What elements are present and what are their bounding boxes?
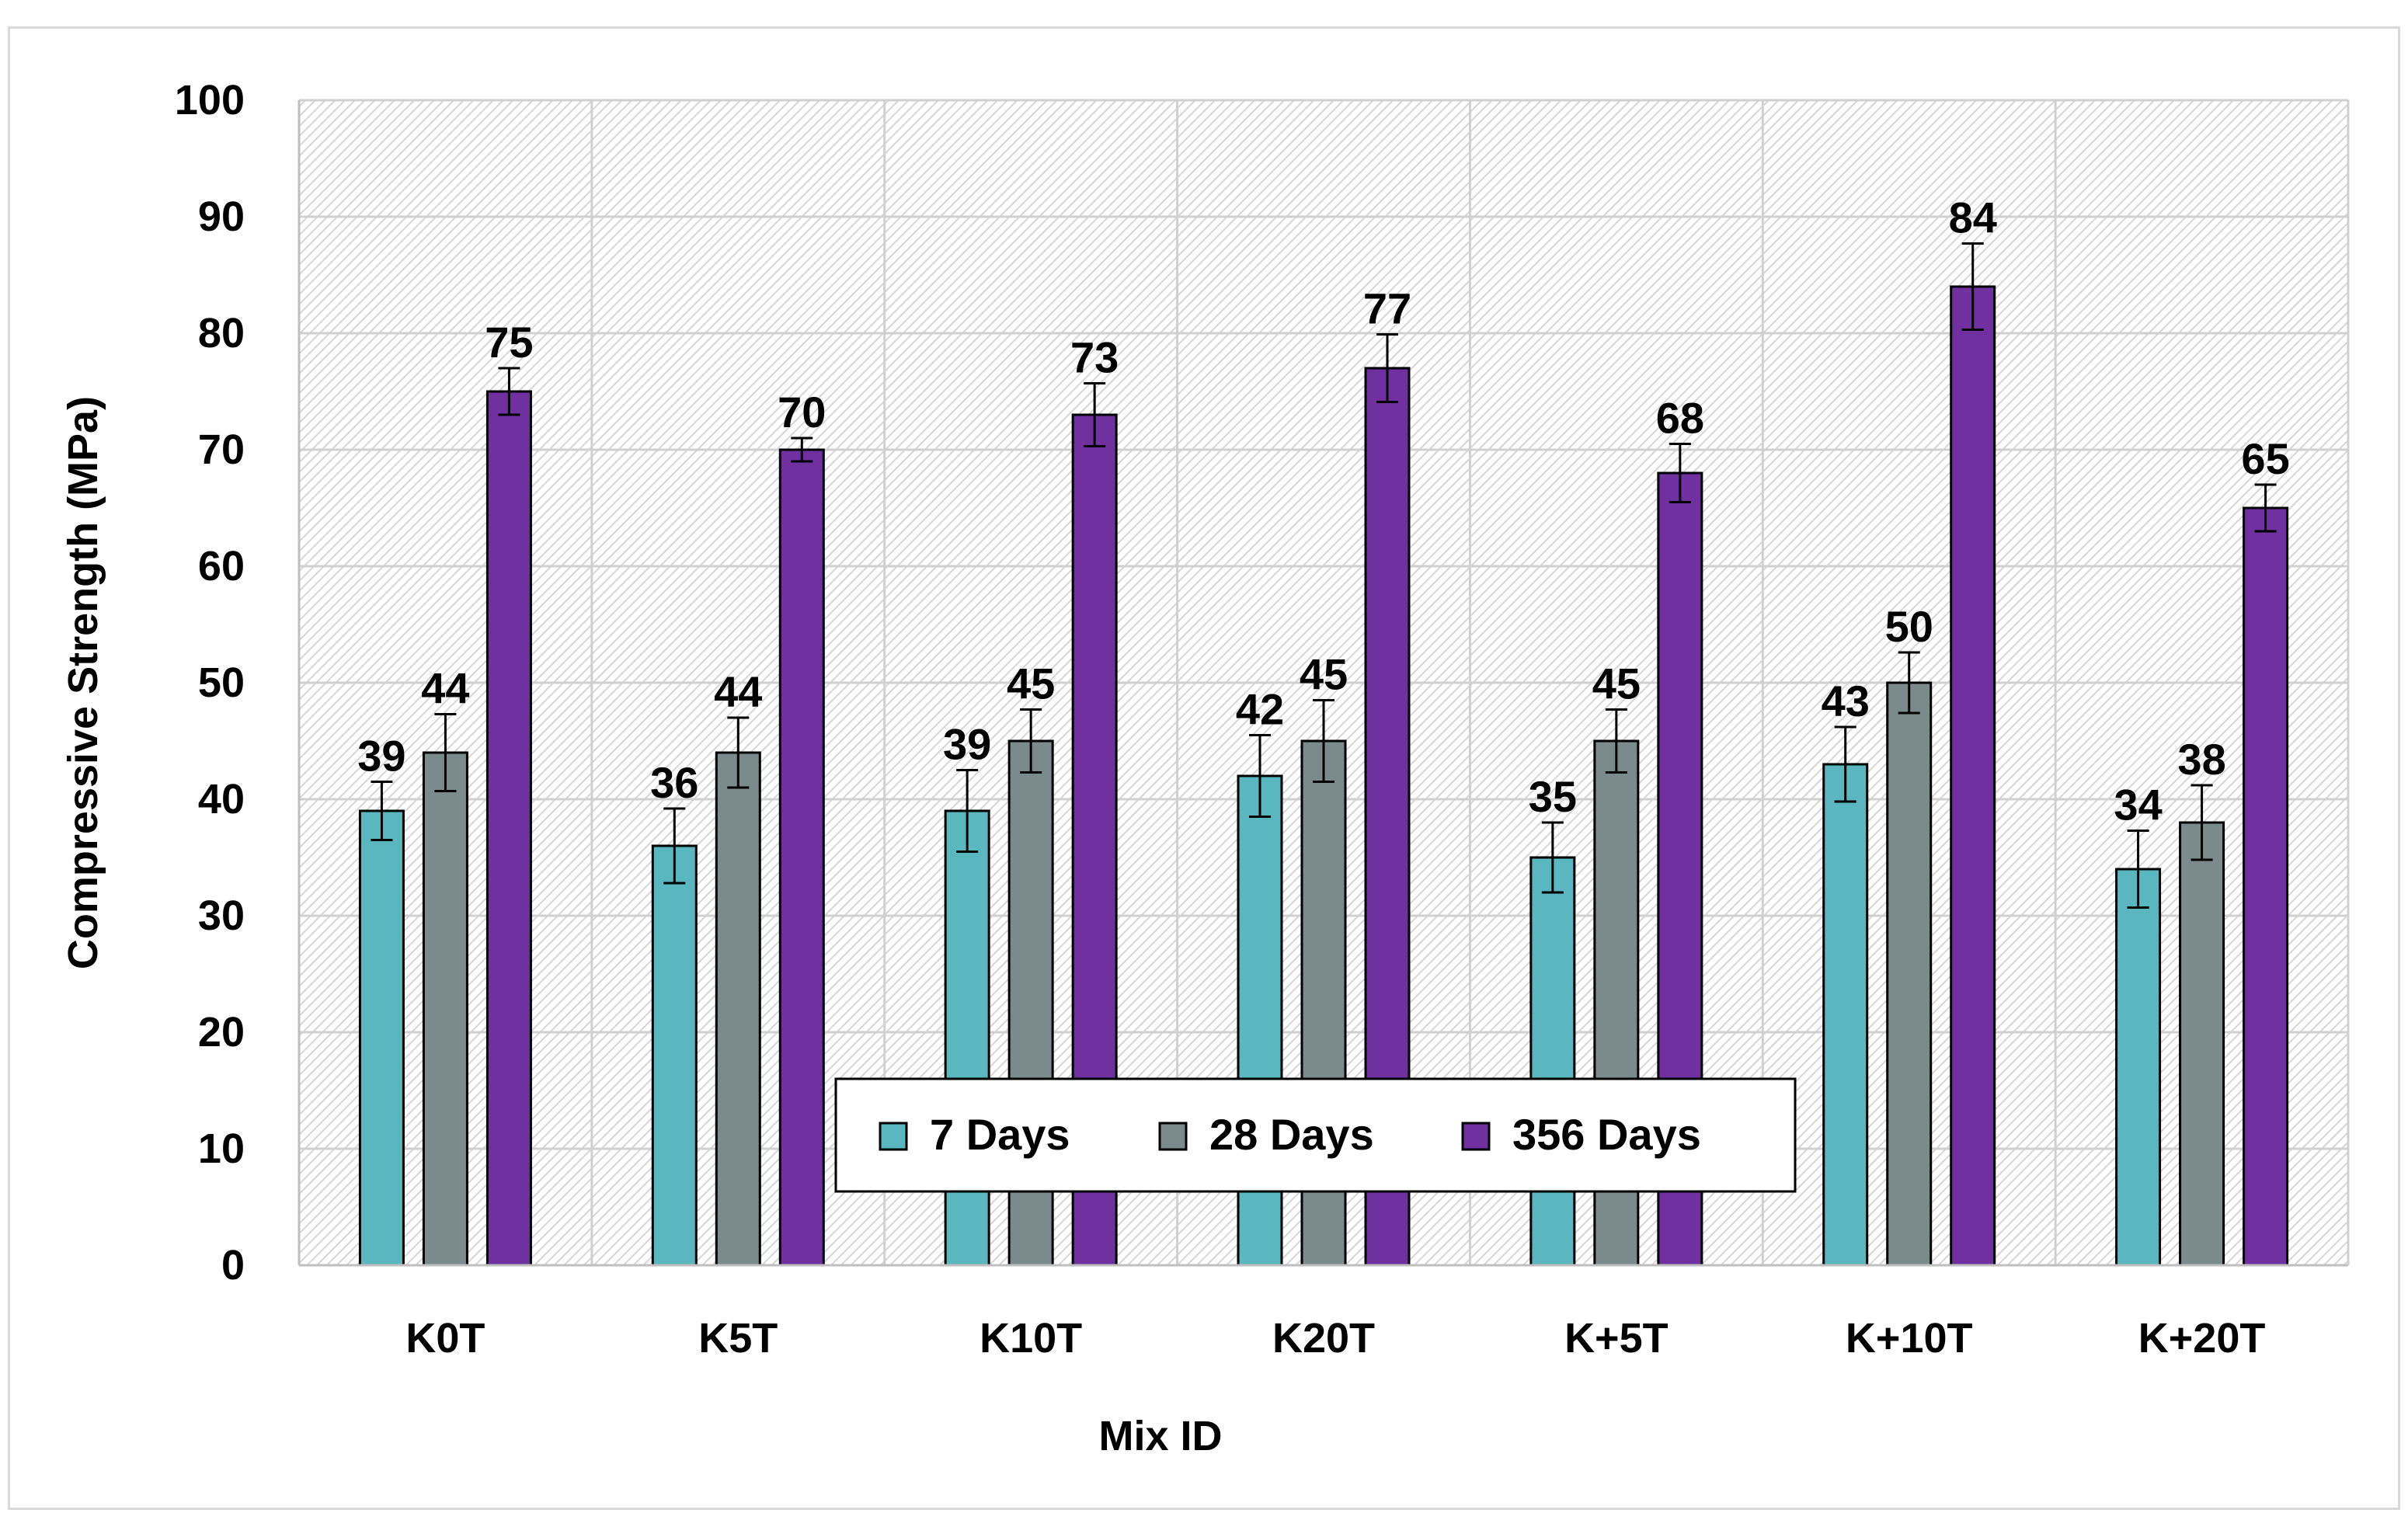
bar-28-days-kplus20t — [2179, 821, 2225, 1267]
data-label: 65 — [2241, 434, 2289, 483]
data-label: 35 — [1529, 772, 1577, 821]
bar-28-days-k5t — [715, 751, 761, 1267]
y-tick-label: 70 — [198, 426, 245, 473]
data-label: 36 — [650, 758, 698, 807]
data-label: 42 — [1236, 685, 1284, 734]
data-label: 39 — [943, 720, 991, 769]
y-tick-label: 50 — [198, 659, 245, 706]
y-tick-label: 20 — [198, 1009, 245, 1056]
legend-swatch-28-days — [1158, 1122, 1188, 1151]
y-tick-label: 90 — [198, 193, 245, 240]
chart-frame: 39 44 75 36 44 70 39 45 73 42 45 77 35 45 68 43 50 84 34 38… — [8, 26, 2400, 1510]
legend-box — [834, 1077, 1797, 1193]
y-tick-label: 100 — [175, 77, 245, 123]
legend-swatch-356-days — [1461, 1122, 1491, 1151]
data-label: 68 — [1656, 394, 1704, 443]
legend: 7 Days 28 Days 356 Days — [834, 1077, 1797, 1193]
bar-7-days-kplus20t — [2115, 868, 2162, 1267]
y-axis-title: Compressive Strength (MPa) — [60, 396, 106, 969]
data-label: 84 — [1949, 193, 1997, 242]
x-axis-title: Mix ID — [1098, 1413, 1222, 1459]
legend-label: 28 Days — [1209, 1110, 1374, 1159]
bar-28-days-k0t — [422, 751, 468, 1267]
bar-356-days-kplus10t — [1950, 285, 1996, 1267]
data-label: 39 — [357, 732, 405, 781]
y-tick-label: 60 — [198, 543, 245, 590]
data-label: 38 — [2177, 735, 2225, 784]
y-tick-label: 0 — [221, 1242, 245, 1289]
legend-label: 7 Days — [930, 1110, 1070, 1159]
data-label: 44 — [714, 667, 762, 716]
data-label: 70 — [778, 388, 826, 437]
bar-7-days-k10t — [944, 809, 990, 1267]
bar-356-days-k5t — [778, 448, 825, 1267]
x-tick-label: K20T — [1272, 1315, 1375, 1362]
bar-28-days-kplus10t — [1886, 681, 1933, 1267]
bar-356-days-k0t — [485, 390, 532, 1267]
bar-7-days-kplus5t — [1529, 856, 1576, 1267]
y-tick-label: 10 — [198, 1125, 245, 1172]
bar-7-days-kplus10t — [1822, 763, 1869, 1267]
x-tick-label: K0T — [405, 1315, 485, 1362]
legend-label: 356 Days — [1512, 1110, 1701, 1159]
data-label: 50 — [1885, 602, 1933, 651]
bar-356-days-kplus20t — [2243, 506, 2289, 1267]
data-label: 73 — [1070, 333, 1119, 382]
x-tick-label: K+5T — [1564, 1315, 1669, 1362]
bar-chart: 39 44 75 36 44 70 39 45 73 42 45 77 35 45 68 43 50 84 34 38… — [60, 77, 2350, 1459]
x-tick-label: K5T — [698, 1315, 778, 1362]
data-label: 45 — [1592, 659, 1641, 708]
bar-7-days-k5t — [651, 844, 698, 1267]
y-tick-label: 40 — [198, 776, 245, 823]
data-label: 45 — [1300, 650, 1348, 699]
y-tick-label: 30 — [198, 892, 245, 939]
x-tick-label: K+10T — [1846, 1315, 1973, 1362]
x-tick-label: K+20T — [2138, 1315, 2266, 1362]
y-tick-label: 80 — [198, 310, 245, 357]
x-tick-label: K10T — [980, 1315, 1082, 1362]
bar-7-days-k0t — [358, 809, 405, 1267]
legend-swatch-7-days — [879, 1122, 908, 1151]
data-label: 45 — [1007, 659, 1055, 708]
data-label: 43 — [1822, 677, 1870, 725]
data-label: 44 — [421, 664, 469, 713]
data-label: 34 — [2114, 781, 2162, 830]
data-label: 75 — [485, 318, 533, 367]
data-label: 77 — [1363, 284, 1411, 333]
